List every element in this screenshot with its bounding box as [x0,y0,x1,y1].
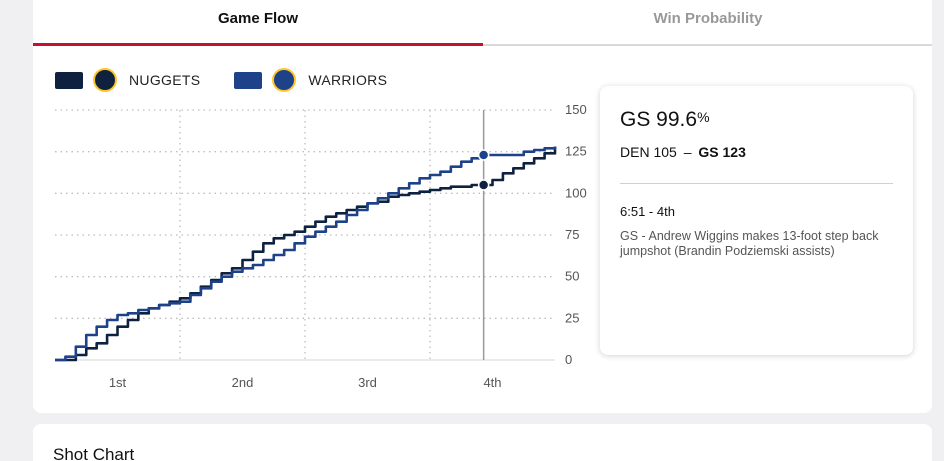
game-flow-card: Game Flow Win Probability NUGGETS WARRIO… [33,0,932,413]
chart-grid [55,109,555,361]
win-probability: GS 99.6% [620,108,710,132]
warriors-swatch [234,71,263,89]
legend-item-nuggets: NUGGETS [55,68,200,92]
tab-bar: Game Flow Win Probability [33,0,932,46]
warriors-logo-icon [272,68,297,92]
legend-label-nuggets: NUGGETS [129,72,201,88]
game-flow-chart[interactable]: 0 25 50 75 100 125 150 1st 2nd 3rd 4th [33,90,603,400]
info-divider [620,183,893,184]
x-tick-label: 3rd [358,375,377,390]
y-tick-label: 50 [565,269,579,284]
nuggets-swatch [55,71,83,89]
play-description: GS - Andrew Wiggins makes 13-foot step b… [620,229,879,258]
y-tick-label: 150 [565,102,587,117]
score-away: DEN 105 [620,144,677,160]
series-line-nuggets [55,146,557,362]
chart-legend: NUGGETS WARRIORS [55,68,421,92]
chart-series [55,146,557,362]
win-probability-unit: % [697,109,710,125]
y-tick-label: 75 [565,227,579,242]
tab-win-probability[interactable]: Win Probability [653,10,763,27]
x-tick-label: 4th [483,375,501,390]
play-info-card: GS 99.6% DEN 105 – GS 123 6:51 - 4th GS … [600,86,913,355]
y-tick-label: 0 [565,352,572,367]
y-tick-label: 25 [565,310,579,325]
legend-item-warriors: WARRIORS [234,68,387,92]
shot-chart-card: Shot Chart [33,424,932,461]
win-probability-value: GS 99.6 [620,108,698,131]
marker-dot-nuggets [477,179,490,191]
chart-ticks: 0 25 50 75 100 125 150 1st 2nd 3rd 4th [109,102,587,390]
play-time: 6:51 - 4th [620,204,675,219]
tab-game-flow[interactable]: Game Flow [33,0,483,46]
chart-marker [477,110,490,360]
score-line: DEN 105 – GS 123 [620,144,746,160]
legend-label-warriors: WARRIORS [308,72,388,88]
marker-dot-warriors [477,149,490,161]
score-home: GS 123 [698,144,746,160]
y-tick-label: 125 [565,144,587,159]
x-tick-label: 1st [109,375,127,390]
y-tick-label: 100 [565,185,587,200]
series-line-warriors [55,146,557,362]
nuggets-logo-icon [93,68,117,92]
x-tick-label: 2nd [232,375,254,390]
score-separator: – [683,144,692,160]
shot-chart-title: Shot Chart [53,445,135,461]
